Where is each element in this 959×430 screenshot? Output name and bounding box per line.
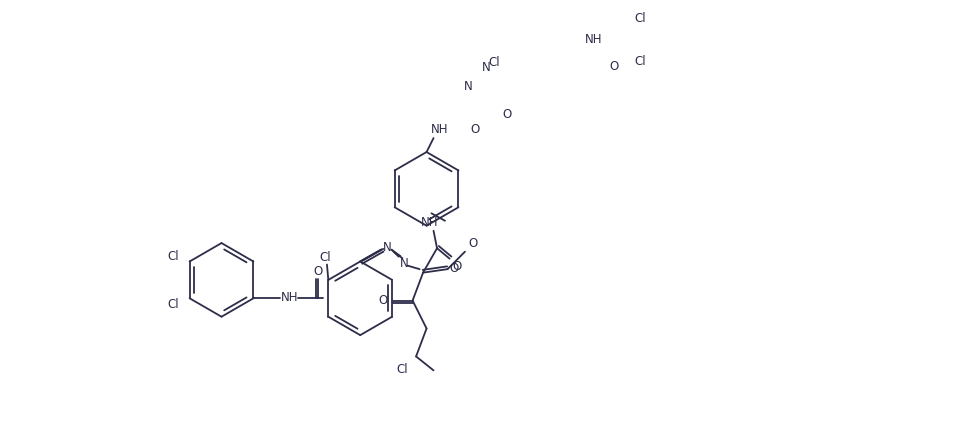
- Text: O: O: [379, 293, 387, 306]
- Text: N: N: [464, 80, 473, 93]
- Text: Cl: Cl: [489, 56, 501, 69]
- Text: Cl: Cl: [635, 12, 646, 25]
- Text: N: N: [400, 256, 409, 269]
- Text: Cl: Cl: [635, 55, 646, 68]
- Text: O: O: [469, 237, 478, 249]
- Text: NH: NH: [421, 216, 439, 229]
- Text: O: O: [471, 123, 480, 136]
- Text: Cl: Cl: [168, 298, 179, 310]
- Text: NH: NH: [281, 291, 298, 304]
- Text: O: O: [503, 108, 511, 121]
- Text: O: O: [453, 260, 462, 273]
- Text: O: O: [450, 261, 459, 275]
- Text: N: N: [481, 61, 490, 74]
- Text: N: N: [383, 240, 391, 253]
- Text: Cl: Cl: [319, 250, 331, 263]
- Text: NH: NH: [585, 34, 602, 46]
- Text: Cl: Cl: [396, 362, 408, 376]
- Text: NH: NH: [431, 123, 448, 136]
- Text: Cl: Cl: [168, 250, 179, 263]
- Text: O: O: [314, 264, 323, 277]
- Text: O: O: [610, 60, 619, 73]
